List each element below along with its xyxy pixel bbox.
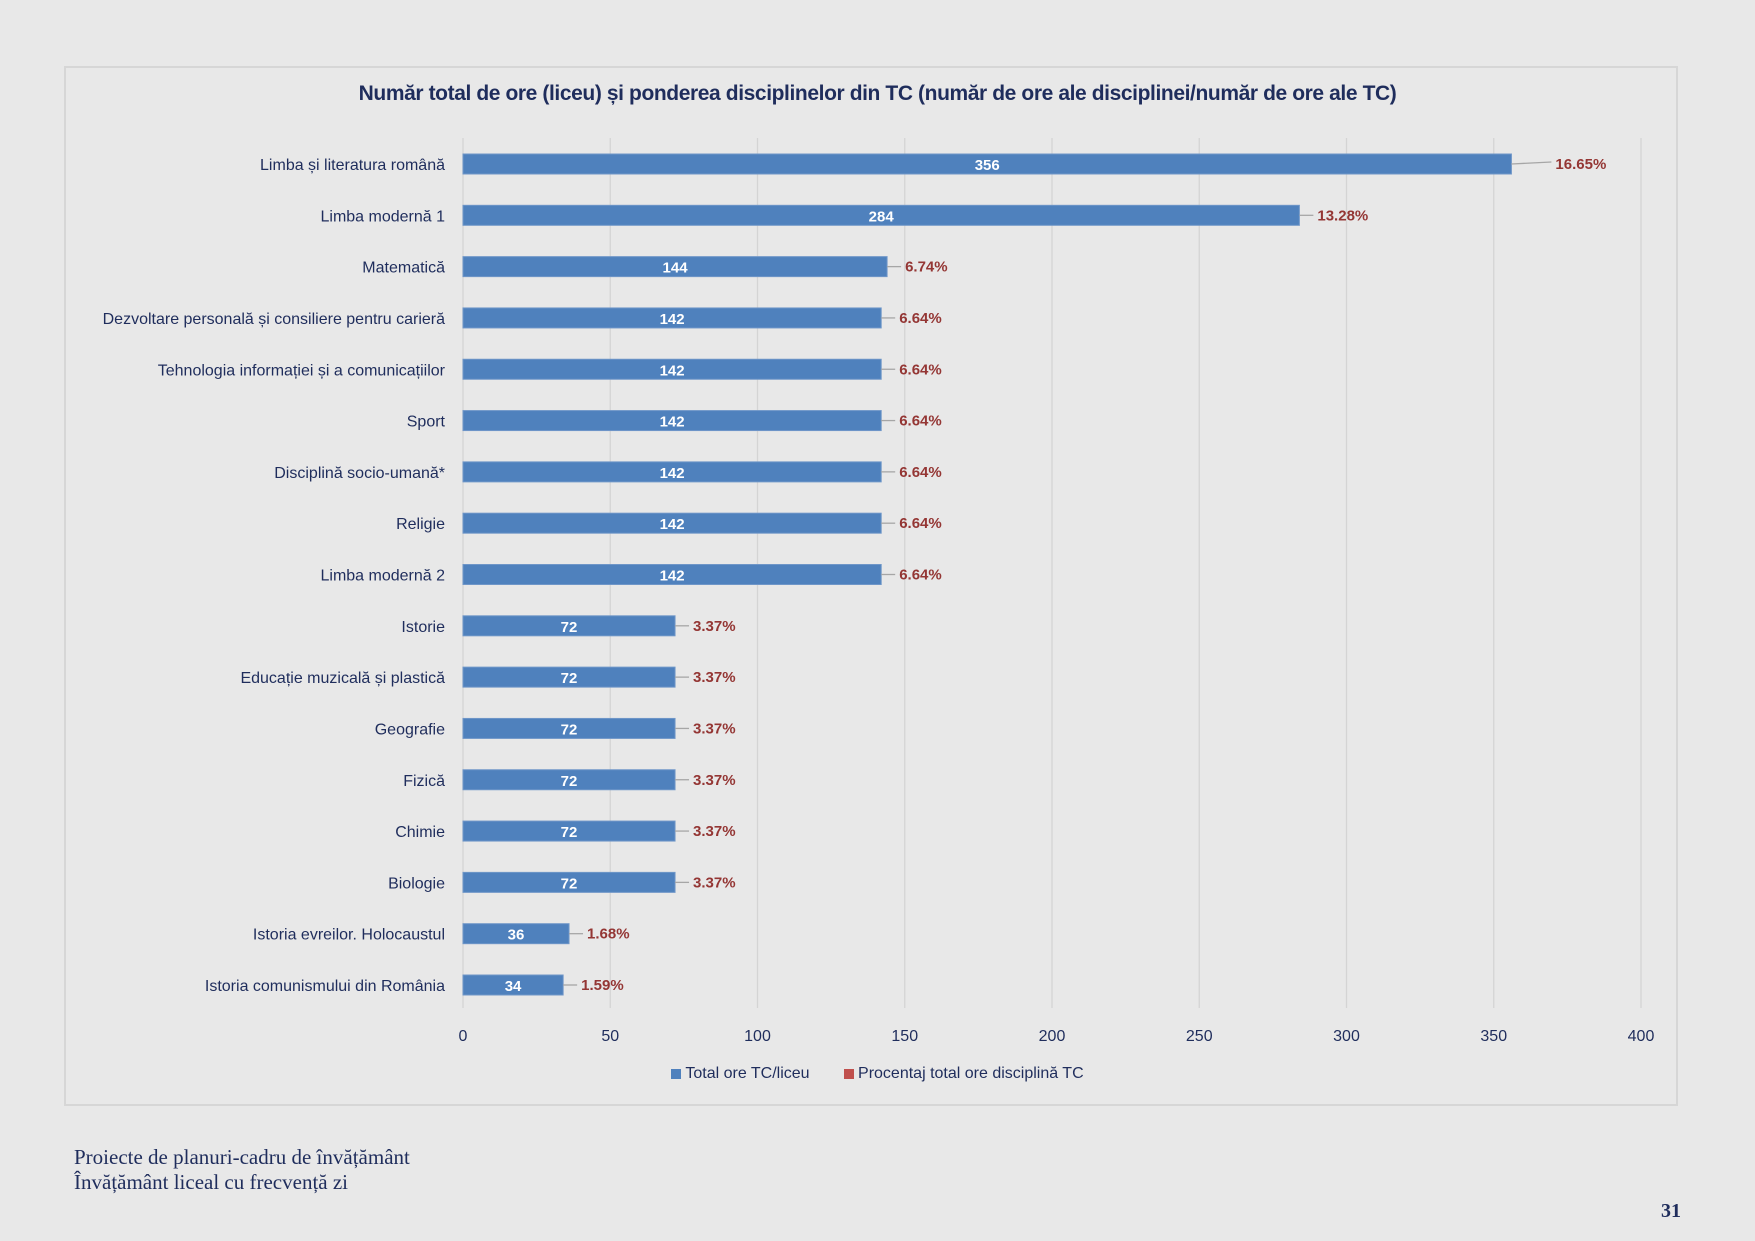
percentage-label: 6.64% (899, 567, 942, 584)
chart-frame (64, 66, 1678, 1106)
percentage-label: 6.64% (899, 413, 942, 430)
x-tick-label: 50 (601, 1028, 619, 1045)
category-label: Istoria evreilor. Holocaustul (253, 927, 445, 944)
category-label: Sport (407, 414, 446, 431)
x-tick-label: 350 (1480, 1028, 1507, 1045)
bar-value-label: 142 (660, 414, 685, 431)
percentage-label: 1.59% (581, 977, 624, 994)
x-tick-label: 100 (744, 1028, 771, 1045)
percentage-label: 6.64% (899, 464, 942, 481)
category-label: Matematică (362, 260, 445, 277)
bar-value-label: 142 (660, 516, 685, 533)
percentage-label: 3.37% (693, 618, 736, 635)
legend-label: Procentaj total ore disciplină TC (858, 1065, 1084, 1082)
percentage-label: 6.64% (899, 515, 942, 532)
x-tick-label: 300 (1333, 1028, 1360, 1045)
percentage-label: 3.37% (693, 772, 736, 789)
leader-line (1511, 161, 1552, 165)
category-label: Dezvoltare personală și consiliere pentr… (103, 311, 445, 328)
bar-value-label: 142 (660, 311, 685, 328)
legend: Total ore TC/liceu Procentaj total ore d… (0, 1065, 1755, 1084)
percentage-label: 6.64% (899, 310, 942, 327)
percentage-label: 3.37% (693, 823, 736, 840)
x-tick-label: 250 (1186, 1028, 1213, 1045)
legend-label: Total ore TC/liceu (685, 1065, 810, 1082)
category-label: Chimie (395, 824, 445, 841)
bar-value-label: 72 (561, 670, 578, 687)
bar-value-label: 72 (561, 824, 578, 841)
footer-line-1: Proiecte de planuri-cadru de învățământ (74, 1145, 410, 1169)
category-label: Limba modernă 1 (320, 208, 445, 225)
legend-swatch-blue-icon (671, 1069, 682, 1079)
footer: Proiecte de planuri-cadru de învățământ … (74, 1145, 410, 1195)
category-label: Tehnologia informației și a comunicațiil… (158, 362, 446, 379)
percentage-label: 13.28% (1317, 207, 1368, 224)
category-label: Fizică (403, 773, 445, 790)
percentage-label: 1.68% (587, 926, 630, 943)
percentage-label: 16.65% (1555, 156, 1606, 173)
category-label: Istorie (401, 619, 445, 636)
percentage-label: 3.37% (693, 720, 736, 737)
category-label: Disciplină socio-umană* (274, 465, 445, 482)
bar-value-label: 142 (660, 568, 685, 585)
bar-value-label: 36 (508, 927, 525, 944)
percentage-label: 6.74% (905, 259, 948, 276)
x-axis-tick-labels: 0 50 100 150 200 250 300 350 400 (459, 1028, 1655, 1045)
bar-value-label: 34 (505, 978, 522, 995)
x-tick-label: 0 (459, 1028, 468, 1045)
bar-value-label: 72 (561, 619, 578, 636)
page-number: 31 (1661, 1200, 1681, 1222)
category-label: Religie (396, 516, 445, 533)
bar-value-label: 72 (561, 773, 578, 790)
category-label: Limba modernă 2 (320, 568, 445, 585)
x-tick-label: 200 (1039, 1028, 1066, 1045)
category-label: Educație muzicală și plastică (240, 670, 445, 687)
legend-item-total-ore: Total ore TC/liceu (671, 1065, 810, 1083)
legend-swatch-red-icon (844, 1069, 855, 1079)
percentage-label: 3.37% (693, 874, 736, 891)
category-label: Geografie (375, 721, 445, 738)
bar-value-label: 284 (869, 208, 895, 225)
category-label: Biologie (388, 875, 445, 892)
category-labels: Limba și literatura română Limba modernă … (103, 157, 446, 995)
x-tick-label: 400 (1628, 1028, 1655, 1045)
bar-value-label: 72 (561, 721, 578, 738)
bar-value-label: 72 (561, 875, 578, 892)
bar-value-label: 356 (975, 157, 1000, 174)
footer-line-2: Învățământ liceal cu frecvență zi (74, 1170, 349, 1194)
bar-value-label: 144 (663, 260, 689, 277)
bar-value-label: 142 (660, 362, 685, 379)
percentage-label: 6.64% (899, 361, 942, 378)
x-tick-label: 150 (891, 1028, 918, 1045)
bars: 356 16.65% 284 13.28% 144 6.74% 142 6.64% 142 6.6… (462, 153, 1606, 996)
percentage-label: 3.37% (693, 669, 736, 686)
category-label: Limba și literatura română (260, 157, 445, 174)
bar-value-label: 142 (660, 465, 685, 482)
chart-title: Număr total de ore (liceu) și ponderea d… (358, 82, 1397, 105)
category-label: Istoria comunismului din România (205, 978, 445, 995)
legend-item-procentaj: Procentaj total ore disciplină TC (844, 1065, 1084, 1083)
bar (462, 256, 888, 278)
